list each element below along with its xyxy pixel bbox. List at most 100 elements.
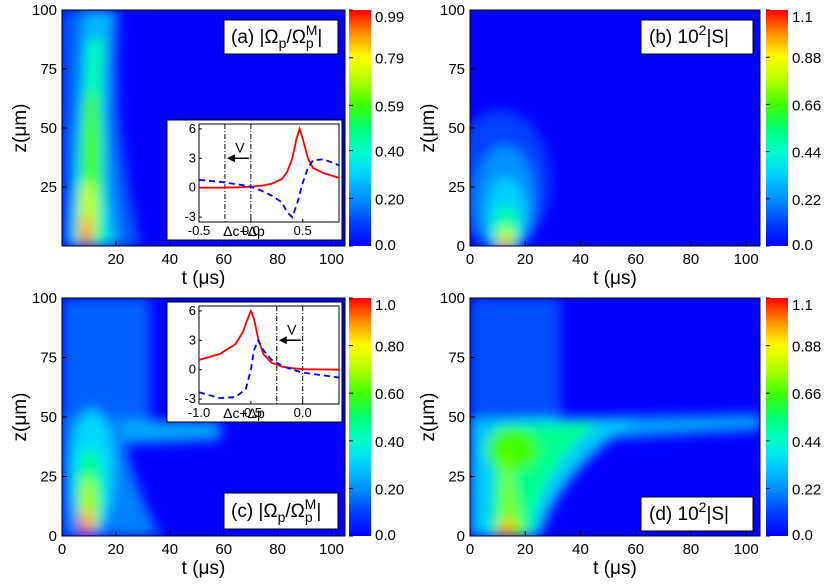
inset-a-xlabel: Δc+Δp [223,223,265,239]
x-tick-label-b-3: 60 [627,251,644,268]
colorbar-b: 1.1 0.88 0.66 0.44 0.22 0.0 [766,9,821,254]
x-tick-label-d-3: 60 [627,541,644,558]
inset-arrow-label-a: V [235,139,245,155]
colorbar-label-a-5: 0.0 [375,237,396,254]
inset-y-tick-label-c-3: -3 [184,391,196,406]
colorbar-label-d-1: 0.88 [792,339,821,356]
y-tick-label-c-0: 0 [49,528,57,545]
panel-label-c: (c) |Ωp/ΩpM| [223,492,339,530]
x-tick-label-c-3: 60 [215,541,232,558]
colorbar-a: 0.99 0.79 0.59 0.40 0.20 0.0 [349,9,404,254]
colorbar-label-d-0: 1.1 [792,297,813,314]
y-tick-label-a-0: 25 [40,179,57,196]
y-tick-label-c-3: 75 [40,350,57,367]
y-axis-label-d: z(μm) [418,393,439,442]
colorbar-d: 1.1 0.88 0.66 0.44 0.22 0.0 [766,297,821,544]
x-tick-label-b-2: 40 [572,251,589,268]
inset-y-tick-label-c-2: 0 [189,362,196,377]
inset-frame-c [198,305,340,405]
x-tick-label-d-0: 0 [466,541,474,558]
colorbar-label-c-5: 0.0 [375,527,396,544]
x-axis-label-c: t (μs) [182,558,226,579]
x-tick-label-b-4: 80 [683,251,700,268]
colorbar-label-c-0: 1.0 [375,297,396,314]
x-tick-label-b-5: 100 [734,251,759,268]
y-axis-label-c: z(μm) [10,393,31,442]
x-tick-label-c-4: 80 [269,541,286,558]
x-tick-label-d-2: 40 [572,541,589,558]
inset-a: -0.5 0.0 0.5 6 3 0 -3 V Δc+Δp [166,119,343,241]
x-tick-label-b-0: 0 [466,251,474,268]
colorbar-label-d-2: 0.66 [792,386,821,403]
y-tick-label-a-3: 100 [32,2,57,19]
heatmap-d [470,298,760,536]
y-tick-label-b-0: 0 [457,238,465,255]
colorbar-label-b-0: 1.1 [792,9,813,26]
inset-x-tick-label-c-2: 0.0 [294,405,312,420]
panel-label-d-text: (d) 102|S| [649,499,729,525]
colorbar-label-d-4: 0.22 [792,481,821,498]
inset-y-tick-label-a-3: -3 [184,209,196,224]
x-tick-label-d-5: 100 [734,541,759,558]
panel-d: (d) 102|S| 0 20 40 60 80 100 0 25 50 75 100 t (μs) z… [418,290,761,579]
x-tick-label-d-1: 20 [517,541,534,558]
colorbar-label-b-2: 0.66 [792,97,821,114]
y-tick-label-b-2: 50 [448,120,465,137]
colorbar-label-c-3: 0.40 [375,434,404,451]
y-tick-label-d-2: 50 [448,409,465,426]
inset-x-tick-label-a-2: 0.5 [294,223,312,238]
colorbar-label-a-4: 0.20 [375,191,404,208]
y-tick-label-b-1: 25 [448,179,465,196]
inset-y-tick-label-a-1: 3 [189,150,196,165]
colorbar-label-d-5: 0.0 [792,527,813,544]
colorbar-label-b-1: 0.88 [792,50,821,67]
x-axis-label-b: t (μs) [593,268,637,289]
panel-label-c-text: (c) |Ωp/ΩpM| [231,496,321,525]
y-tick-label-d-4: 100 [440,290,465,307]
panel-a: (a) |Ωp/ΩpM| -0.5 0.0 0.5 6 3 0 -3 V Δc+Δp 20 40… [10,2,346,289]
x-tick-label-a-1: 40 [161,251,178,268]
inset-c-xlabel: Δc+Δp [223,405,265,421]
inset-arrowhead-a [226,154,235,163]
x-tick-label-c-5: 100 [319,541,344,558]
y-tick-label-c-2: 50 [40,409,57,426]
y-tick-label-a-1: 50 [40,120,57,137]
y-tick-label-a-2: 75 [40,61,57,78]
inset-c: -1.0 -0.5 0.0 6 3 0 -3 V Δc+Δp [166,301,343,423]
colorbar-label-b-4: 0.22 [792,192,821,209]
inset-x-tick-label-c-0: -1.0 [188,405,210,420]
x-tick-label-c-0: 0 [58,541,66,558]
inset-solid-curve-c [198,308,340,371]
inset-x-tick-label-a-0: -0.5 [188,223,210,238]
panel-label-d: (d) 102|S| [640,496,754,532]
panel-label-b: (b) 102|S| [640,19,754,55]
x-tick-label-c-2: 40 [161,541,178,558]
colorbar-label-b-3: 0.44 [792,145,821,162]
colorbar-label-a-2: 0.59 [375,98,404,115]
inset-y-tick-label-c-0: 6 [189,303,196,318]
panel-label-a: (a) |Ωp/ΩpM| [223,19,339,55]
x-tick-label-d-4: 80 [683,541,700,558]
panel-label-a-text: (a) |Ωp/ΩpM| [231,22,322,51]
colorbar-label-c-4: 0.20 [375,481,404,498]
x-tick-label-a-3: 80 [269,251,286,268]
y-axis-label-a: z(μm) [10,104,31,153]
x-tick-label-a-0: 20 [108,251,125,268]
inset-y-tick-label-c-1: 3 [189,332,196,347]
y-tick-label-c-4: 100 [32,290,57,307]
inset-dashed-curve-a [198,158,340,219]
x-tick-label-a-2: 60 [215,251,232,268]
inset-dashed-curve-c [198,338,340,400]
inset-arrow-label-c: V [287,321,297,337]
y-axis-label-b: z(μm) [418,104,439,153]
colorbar-label-c-2: 0.60 [375,386,404,403]
y-tick-label-b-4: 100 [440,2,465,19]
x-tick-label-a-4: 100 [319,251,344,268]
colorbar-c: 1.0 0.80 0.60 0.40 0.20 0.0 [349,297,404,544]
panel-label-b-text: (b) 102|S| [649,22,729,48]
y-tick-label-d-1: 25 [448,469,465,486]
inset-y-tick-label-a-0: 6 [189,121,196,136]
colorbar-label-b-5: 0.0 [792,237,813,254]
x-tick-label-b-1: 20 [517,251,534,268]
